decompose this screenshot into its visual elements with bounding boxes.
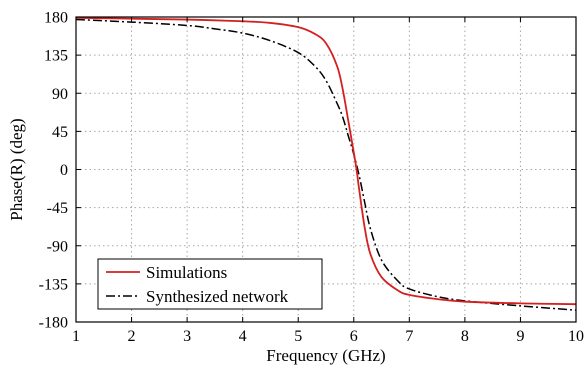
legend-label-synthesized-network: Synthesized network: [146, 287, 289, 306]
x-tick-label: 5: [294, 328, 302, 345]
y-tick-label: 45: [52, 124, 68, 141]
legend: Simulations Synthesized network: [97, 258, 323, 310]
y-tick-label: 180: [44, 10, 68, 27]
x-axis-title: Frequency (GHz): [266, 346, 385, 365]
y-tick-label: 90: [52, 86, 68, 103]
x-tick-label: 9: [516, 328, 524, 345]
y-tick-label: -135: [39, 276, 68, 293]
legend-box: [97, 258, 323, 310]
y-tick-label: -45: [47, 200, 68, 217]
grid: [76, 17, 576, 322]
x-tick-label: 4: [239, 328, 247, 345]
series-line-synthesized-network: [75, 18, 577, 311]
y-tick-label: -180: [39, 315, 68, 332]
x-tick-label: 10: [568, 328, 584, 345]
x-tick-label: 6: [350, 328, 358, 345]
ticks: [75, 16, 577, 323]
legend-label-simulations: Simulations: [146, 263, 227, 282]
x-tick-label: 8: [461, 328, 469, 345]
y-axis-title: Phase(R) (deg): [7, 118, 26, 220]
y-tick-label: -90: [47, 238, 68, 255]
series-line-simulations: [75, 16, 577, 306]
x-tick-label: 1: [72, 328, 80, 345]
x-tick-label: 7: [405, 328, 413, 345]
series-layer: [75, 16, 577, 311]
x-tick-label: 3: [183, 328, 191, 345]
y-tick-label: 0: [60, 162, 68, 179]
x-tick-label: 2: [128, 328, 136, 345]
y-tick-label: 135: [44, 48, 68, 65]
